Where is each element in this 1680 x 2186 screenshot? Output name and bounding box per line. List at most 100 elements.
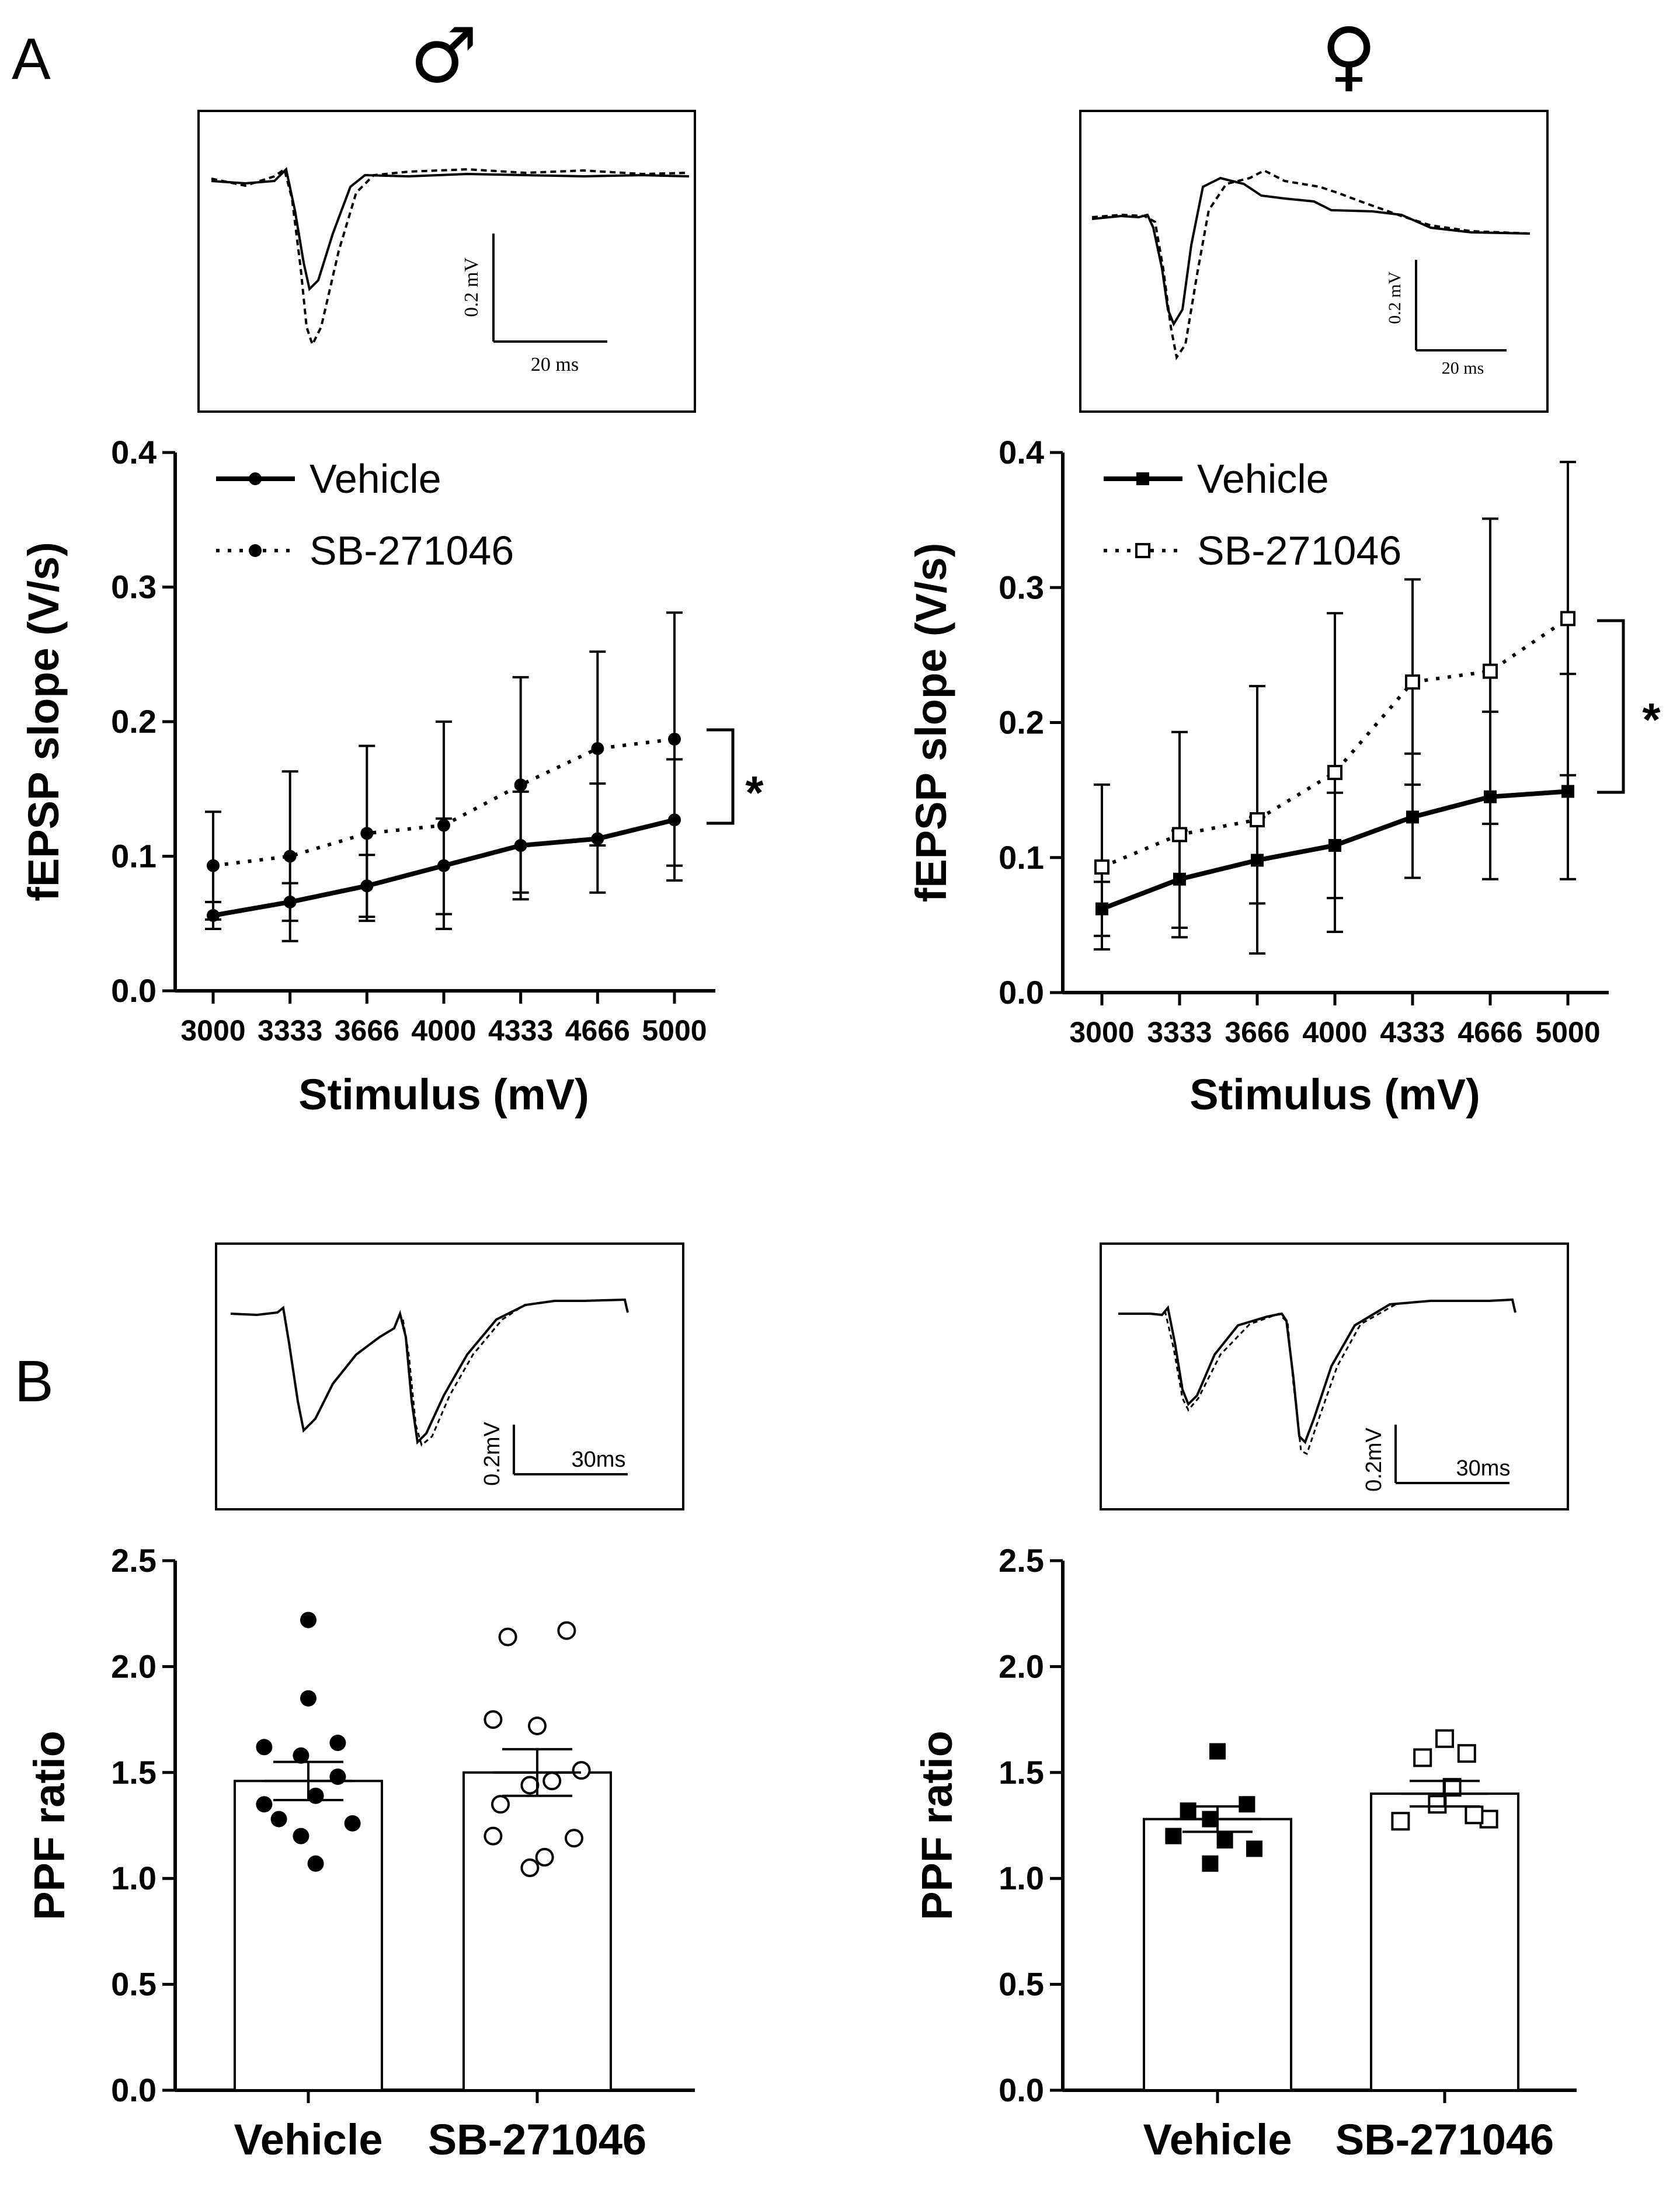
trace-sb271046: [1091, 169, 1531, 361]
male-symbol: ♂: [410, 11, 478, 100]
scale-label-time: 30ms: [572, 1447, 626, 1472]
y-tick-label: 0.4: [111, 434, 156, 471]
y-tick-label: 0.0: [999, 974, 1044, 1011]
data-point: [283, 850, 297, 863]
data-point: [256, 1796, 273, 1813]
y-tick-label: 0.3: [111, 569, 156, 605]
y-axis-label: PPF ratio: [25, 1731, 74, 1920]
data-point: [668, 732, 681, 746]
x-tick-label: 4666: [1458, 1016, 1522, 1049]
y-tick-label: 0.5: [999, 1966, 1044, 2003]
x-tick-label: 4666: [565, 1014, 630, 1047]
data-point: [437, 819, 450, 832]
data-point: [1560, 611, 1575, 626]
data-point: [520, 1858, 540, 1878]
y-tick-label: 0.0: [111, 2072, 156, 2108]
y-tick-label: 0.1: [111, 838, 156, 875]
significance-bracket: [707, 728, 735, 825]
data-point: [1209, 1743, 1226, 1760]
panel-letter-b: B: [15, 1349, 54, 1414]
scale-label-voltage: 0.2 mV: [1385, 271, 1404, 324]
data-point: [293, 1747, 309, 1764]
legend-marker: [1135, 543, 1150, 558]
data-point: [498, 1627, 517, 1647]
x-tick-label: 5000: [1535, 1016, 1600, 1049]
x-tick-label: 3333: [1147, 1016, 1212, 1049]
y-tick-label: 2.5: [111, 1542, 156, 1579]
y-tick-label: 1.0: [999, 1860, 1044, 1896]
trace-vehicle: [211, 166, 690, 291]
data-point: [1465, 1805, 1484, 1825]
data-point: [514, 778, 527, 792]
legend-label: SB-271046: [309, 528, 514, 573]
panel-letter-a: A: [12, 26, 51, 92]
significance-star: *: [745, 767, 764, 819]
legend-label: SB-271046: [1197, 528, 1401, 573]
inset-a-male: 0.2 mV 20 ms: [197, 110, 696, 413]
y-axis-label: fEPSP slope (V/s): [907, 543, 955, 903]
legend-marker: [249, 472, 262, 485]
x-tick-label: 3000: [1069, 1016, 1134, 1049]
data-point: [1180, 1802, 1196, 1819]
data-point: [535, 1847, 554, 1867]
inset-b-male-frame: [215, 1242, 684, 1510]
scale-label-time: 20 ms: [531, 354, 579, 375]
trace-vehicle: [230, 1298, 629, 1445]
data-point: [1406, 810, 1419, 824]
legend-label: Vehicle: [1197, 456, 1329, 502]
data-point: [307, 1855, 324, 1872]
bar: [462, 1771, 612, 2092]
y-tick-label: 0.1: [999, 839, 1044, 876]
x-tick-label: 5000: [642, 1014, 707, 1047]
data-point: [1202, 1855, 1219, 1872]
data-point: [572, 1761, 591, 1780]
x-tick-label: Vehicle: [1143, 2115, 1292, 2164]
data-point: [1457, 1744, 1476, 1763]
data-point: [528, 1716, 547, 1735]
legend-marker: [1136, 472, 1149, 485]
data-point: [329, 1769, 346, 1785]
data-point: [557, 1621, 576, 1640]
x-tick-label: 3333: [258, 1014, 322, 1047]
data-point: [1561, 785, 1574, 798]
data-point: [300, 1690, 316, 1707]
data-point: [256, 1739, 273, 1756]
significance-bracket: [1597, 619, 1625, 794]
bar: [1370, 1792, 1519, 2092]
scale-label-voltage: 0.2 mV: [461, 257, 482, 317]
x-axis-label: Stimulus (mV): [298, 1070, 589, 1119]
data-point: [491, 1795, 510, 1814]
inset-b-male: 0.2mV 30ms: [215, 1242, 684, 1510]
inset-a-female: 0.2 mV 20 ms: [1079, 110, 1549, 413]
data-point: [1435, 1729, 1454, 1748]
significance-star: *: [1642, 694, 1661, 746]
trace-vehicle: [1091, 176, 1531, 327]
y-tick-label: 2.0: [111, 1648, 156, 1684]
x-tick-label: 3000: [180, 1014, 245, 1047]
y-axis-label: PPF ratio: [913, 1731, 961, 1920]
y-tick-label: 0.2: [111, 703, 156, 740]
data-point: [1216, 1832, 1233, 1849]
data-point: [1428, 1795, 1447, 1814]
data-point: [270, 1811, 287, 1828]
data-point: [484, 1710, 503, 1729]
data-point: [329, 1735, 346, 1752]
data-point: [1094, 859, 1109, 875]
y-tick-label: 0.0: [111, 972, 156, 1009]
data-point: [1413, 1748, 1432, 1767]
x-tick-label: SB-271046: [428, 2115, 646, 2164]
x-tick-label: 4333: [488, 1014, 553, 1047]
significance-male: *: [707, 728, 764, 825]
legend-label: Vehicle: [309, 456, 441, 502]
chart-a-male: 0.0 0.1 0.2 0.3 0.4 fEPSP slope (V/s) 3000 3333…: [19, 434, 715, 1119]
data-point: [1172, 827, 1187, 843]
data-point: [1327, 765, 1342, 781]
chart-a-female: 0.0 0.1 0.2 0.3 0.4 fEPSP slope (V/s) 3000 3333…: [907, 434, 1609, 1119]
data-point: [307, 1787, 324, 1804]
inset-b-female: 0.2mV 30ms: [1100, 1242, 1569, 1510]
y-tick-label: 1.5: [999, 1754, 1044, 1791]
x-tick-label: Vehicle: [234, 2115, 382, 2164]
data-point: [1239, 1796, 1255, 1813]
scale-label-voltage: 0.2mV: [480, 1421, 505, 1485]
series-sb-271046: [1094, 461, 1576, 955]
